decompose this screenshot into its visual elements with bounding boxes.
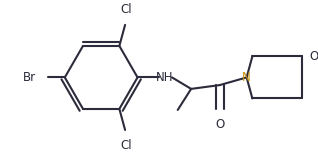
Text: Cl: Cl: [120, 3, 132, 16]
Text: O: O: [215, 118, 225, 131]
Text: Br: Br: [23, 71, 36, 84]
Text: O: O: [310, 50, 318, 63]
Text: N: N: [242, 71, 251, 84]
Text: NH: NH: [156, 71, 173, 84]
Text: Cl: Cl: [120, 139, 132, 152]
